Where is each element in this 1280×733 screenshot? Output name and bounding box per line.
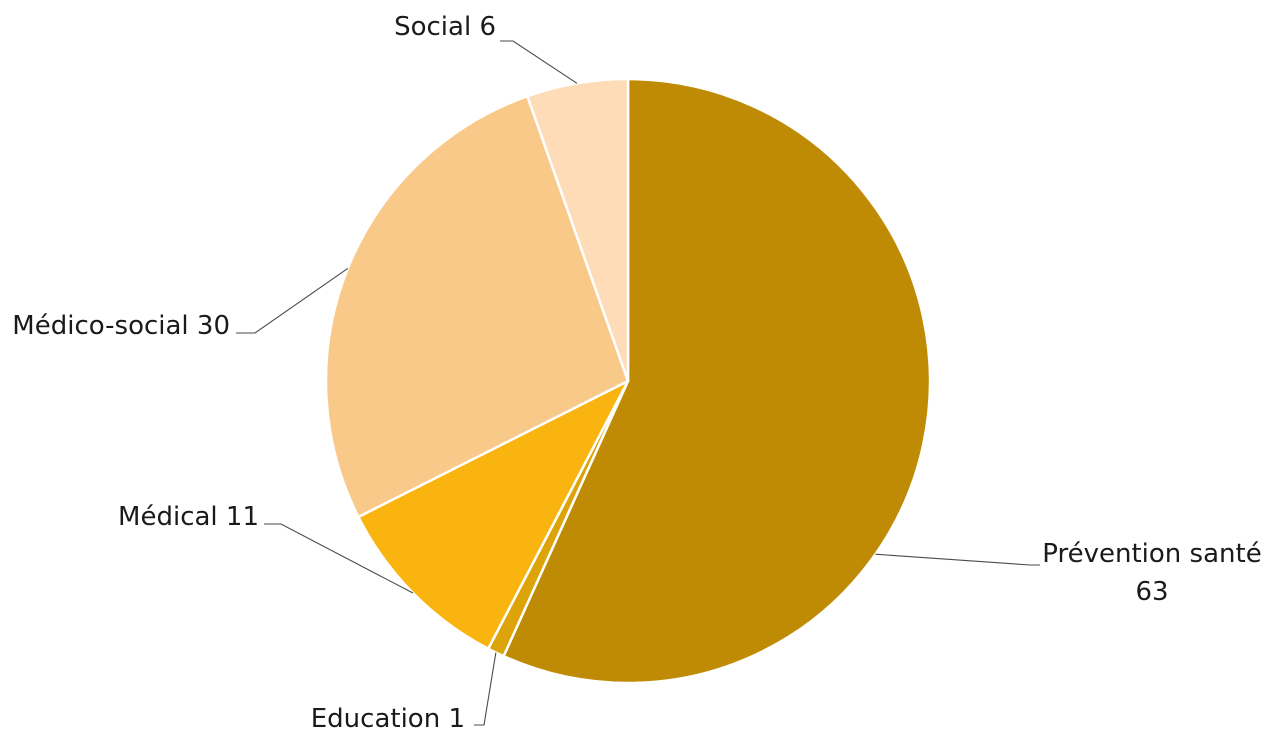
slice-label-social: Social 6 <box>394 12 496 42</box>
slice-label-prevention-sante: Prévention santé 63 <box>1042 539 1261 607</box>
leader-line-prevention-sante <box>875 553 1040 566</box>
pie-slices <box>324 77 932 685</box>
slice-label-line: Prévention santé <box>1042 539 1261 569</box>
slice-label-line: Médical 11 <box>118 502 259 532</box>
slice-label-line: Social 6 <box>394 12 496 42</box>
leader-line-education <box>474 652 497 726</box>
pie-slice-medical <box>357 379 630 650</box>
slice-label-education: Education 1 <box>311 704 465 733</box>
pie-slice-prevention-sante <box>502 77 932 685</box>
slice-label-line: 63 <box>1135 577 1168 607</box>
slice-label-medico-social: Médico-social 30 <box>12 311 230 341</box>
leader-lines <box>236 40 1040 726</box>
slice-label-line: Médico-social 30 <box>12 311 230 341</box>
leader-line-medico-social <box>236 267 349 334</box>
pie-slice-social <box>526 77 630 383</box>
slice-labels: Prévention santé 63 Education 1 Médical 11 M… <box>12 12 1261 733</box>
leader-line-medical <box>264 523 414 594</box>
slice-label-medical: Médical 11 <box>118 502 259 532</box>
slice-label-line: Education 1 <box>311 704 465 733</box>
leader-line-social <box>500 40 578 84</box>
